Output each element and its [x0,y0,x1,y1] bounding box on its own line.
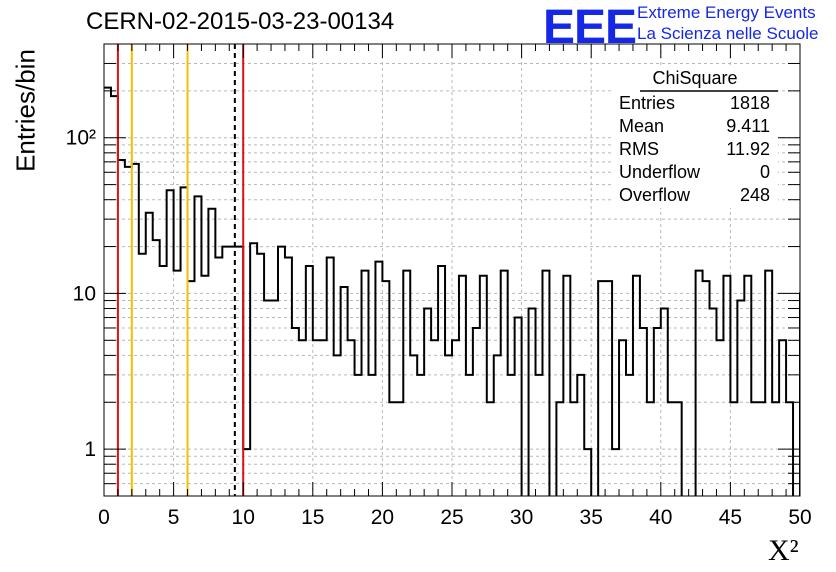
stats-box [612,66,778,208]
y-tick-label: 10² [66,127,96,150]
stats-mean-value: 9.411 [726,116,770,136]
x-tick-label: 5 [168,506,180,529]
logo-line-2: La Scienza nelle Scuole [637,24,819,43]
x-tick-label: 35 [580,506,603,529]
y-tick-label: 1 [84,438,96,461]
marker-lines [116,44,245,496]
x-tick-label: 10 [232,506,255,529]
stats-underflow-label: Underflow [619,162,701,182]
stats-overflow-label: Overflow [619,185,691,205]
x-tick-label: 40 [649,506,672,529]
stats-entries-value: 1818 [729,93,770,113]
axis-tick-labels: 0 5 10 15 20 25 30 35 40 45 50 1 10 10² [66,127,812,529]
grid [104,44,800,496]
stats-mean-label: Mean [619,116,665,136]
x-tick-label: 50 [788,506,811,529]
stats-entries-label: Entries [619,93,676,113]
x-tick-label: 25 [440,506,463,529]
stats-underflow-value: 0 [759,162,770,182]
x-tick-label: 45 [719,506,742,529]
stats-overflow-value: 248 [739,185,770,205]
x-tick-label: 20 [371,506,394,529]
histogram-line [104,86,800,496]
x-axis-label: X² [768,534,799,567]
stats-rms-label: RMS [619,139,659,159]
stats-title: ChiSquare [652,68,738,88]
x-tick-label: 30 [510,506,533,529]
chart-title: CERN-02-2015-03-23-00134 [86,8,395,35]
stats-rms-value: 11.92 [726,139,770,159]
eee-logo: EEE [543,1,637,54]
y-axis-label: Entries/bin [10,49,41,172]
stats-box-bg [612,66,778,208]
x-tick-label: 0 [98,506,110,529]
histogram-series [104,86,800,496]
x-tick-label: 15 [301,506,324,529]
logo-line-1: Extreme Energy Events [637,3,816,22]
axis-ticks [104,44,800,496]
y-tick-label: 10 [73,282,96,305]
